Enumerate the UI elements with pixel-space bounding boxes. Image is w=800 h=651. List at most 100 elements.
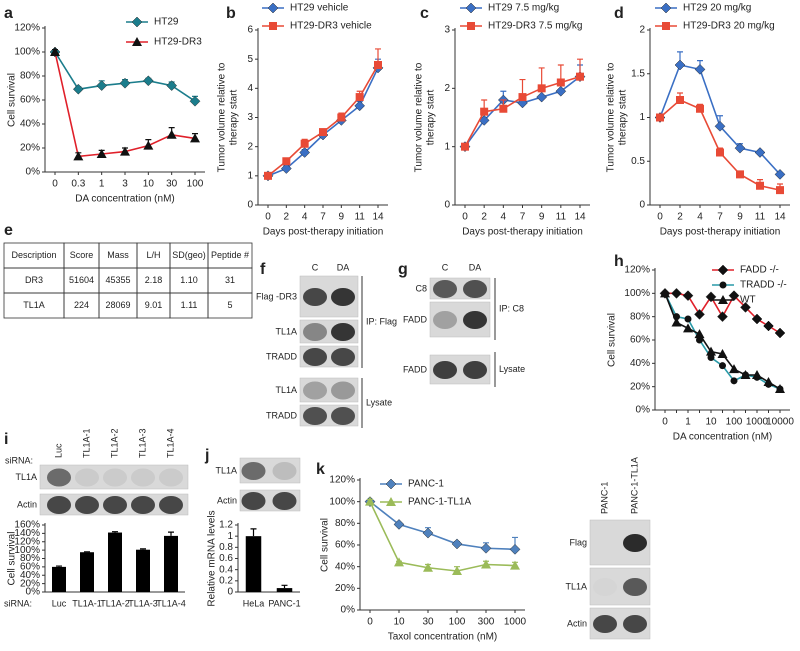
marker [393, 519, 405, 530]
legend-label: HT29 7.5 mg/kg [488, 3, 559, 14]
y-tick-label: 0 [444, 200, 450, 211]
series-line [659, 99, 781, 191]
blot-row-label: Flag -DR3 [256, 291, 297, 301]
marker [707, 354, 715, 361]
error-bar [281, 584, 288, 589]
y-axis-label: Tumor volume relative to [217, 62, 228, 172]
blot-lane-title: siRNA: [5, 455, 33, 465]
x-tick-label: 4 [697, 212, 703, 223]
error-bar [112, 531, 118, 533]
y-tick-label: 1 [227, 531, 233, 542]
error-bar [56, 565, 62, 567]
y-tick-label: 0% [26, 167, 41, 178]
x-tick-label: 0 [662, 417, 668, 428]
y-tick-label: 60% [20, 562, 40, 573]
marker [166, 80, 178, 91]
marker [300, 139, 309, 148]
blot-band [241, 462, 266, 480]
x-tick-label: TL1A-1 [72, 598, 102, 608]
y-axis-label: Tumor volume relative to [606, 62, 617, 172]
y-tick-label: 0% [341, 605, 356, 616]
table-header: Score [70, 250, 94, 260]
x-tick-label: 1 [99, 179, 105, 190]
y-tick-label: 0.8 [219, 542, 233, 553]
x-tick-label: 7 [717, 212, 723, 223]
marker [365, 496, 375, 506]
panel-letter: b [226, 5, 236, 22]
table-header: L/H [146, 250, 160, 260]
marker [142, 75, 154, 87]
y-axis-label: Cell survival [320, 518, 331, 572]
blot-row-label: FADD [403, 314, 428, 324]
legend-label: HT29-DR3 [154, 37, 202, 48]
y-tick-label: 160% [14, 520, 40, 531]
marker [683, 323, 693, 333]
marker [763, 320, 774, 332]
x-tick-label: TL1A-3 [128, 598, 158, 608]
legend-marker [662, 22, 670, 30]
blot-band [623, 615, 647, 633]
y-tick-label: 120% [14, 23, 40, 34]
panel-letter: f [260, 261, 266, 278]
blot-group-label: Lysate [366, 397, 392, 407]
marker [730, 377, 738, 385]
x-tick-label: PANC-1 [268, 598, 300, 608]
blot-row-label: TRADD [266, 351, 297, 361]
marker [50, 47, 60, 56]
y-axis-label: therapy start [426, 89, 437, 145]
blot-group-label: IP: Flag [366, 316, 397, 326]
x-tick-label: Luc [52, 598, 67, 608]
y-tick-label: 20% [20, 578, 40, 589]
x-tick-label: 10 [393, 617, 405, 628]
x-tick-label: 2 [677, 212, 683, 223]
blot-lane-label: TL1A-2 [109, 428, 119, 458]
y-tick-label: 0 [227, 587, 233, 598]
blot-band [303, 381, 327, 400]
y-tick-label: 80% [335, 518, 355, 529]
blot-band [593, 578, 617, 596]
marker [671, 317, 682, 327]
x-tick-label: 1 [685, 417, 691, 428]
y-axis-label: Cell survival [607, 313, 618, 367]
panel-letter: j [204, 447, 209, 464]
table-cell-text: 28069 [105, 300, 130, 310]
marker [481, 559, 491, 569]
marker [319, 128, 327, 137]
legend-marker [719, 281, 727, 289]
marker [355, 93, 364, 102]
table-cell-text: 5 [227, 300, 232, 310]
y-tick-label: 60% [20, 95, 40, 106]
panel-letter: h [614, 253, 624, 270]
panel-letter: d [614, 5, 624, 22]
marker [775, 384, 785, 393]
x-tick-label: 10000 [766, 417, 794, 428]
blot-lane-label: C [442, 262, 449, 272]
series-line [54, 51, 196, 158]
marker [716, 148, 724, 157]
blot-row-label: Actin [567, 618, 587, 628]
legend-label: WT [740, 295, 756, 306]
marker [696, 104, 704, 113]
legend-label: HT29 vehicle [290, 3, 349, 14]
blot-band [433, 361, 457, 379]
marker [394, 557, 404, 567]
blot-band [131, 496, 155, 514]
x-tick-label: 14 [372, 212, 384, 223]
table-cell-text: 45355 [105, 275, 130, 285]
x-tick-label: 3 [122, 179, 128, 190]
marker [72, 83, 84, 95]
y-tick-label: 100% [14, 47, 40, 58]
x-tick-label: 1000 [504, 617, 527, 628]
x-tick-label: 9 [339, 212, 345, 223]
marker [452, 566, 462, 575]
x-tick-label: 14 [574, 212, 586, 223]
marker [556, 78, 565, 87]
x-tick-label: 30 [166, 179, 178, 190]
x-tick-label: 11 [354, 212, 365, 223]
x-axis-label: Days post-therapy initiation [263, 227, 384, 238]
y-tick-label: 1 [639, 112, 645, 123]
blot-band [103, 468, 127, 487]
series-line [664, 292, 781, 390]
y-tick-label: 140% [14, 528, 40, 539]
blot-lane-label: C [312, 262, 319, 272]
